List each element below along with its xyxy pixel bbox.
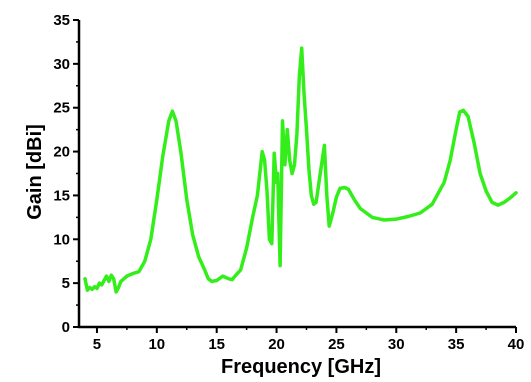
y-tick-label: 20 — [53, 144, 70, 161]
y-tick-label: 30 — [53, 56, 70, 73]
x-tick-label: 10 — [148, 336, 165, 353]
x-tick-label: 25 — [328, 336, 345, 353]
x-axis-label: Frequency [GHz] — [221, 356, 381, 378]
y-axis-label: Gain [dBi] — [24, 124, 46, 220]
y-tick-label: 5 — [62, 275, 70, 292]
x-tick-label: 40 — [508, 336, 525, 353]
gain-series-line — [83, 46, 518, 294]
x-tick-label: 15 — [208, 336, 225, 353]
y-tick-label: 25 — [53, 100, 70, 117]
y-tick-label: 10 — [53, 231, 70, 248]
y-tick-label: 35 — [53, 12, 70, 29]
y-tick-label: 15 — [53, 187, 70, 204]
plot-area: 0 5 10 15 20 25 30 35 5 10 15 20 25 30 35 40 — [53, 12, 524, 353]
y-tick-label: 0 — [62, 319, 70, 336]
x-tick-label: 5 — [93, 336, 101, 353]
x-tick-label: 30 — [388, 336, 405, 353]
x-tick-label: 35 — [448, 336, 465, 353]
x-tick-label: 20 — [268, 336, 285, 353]
